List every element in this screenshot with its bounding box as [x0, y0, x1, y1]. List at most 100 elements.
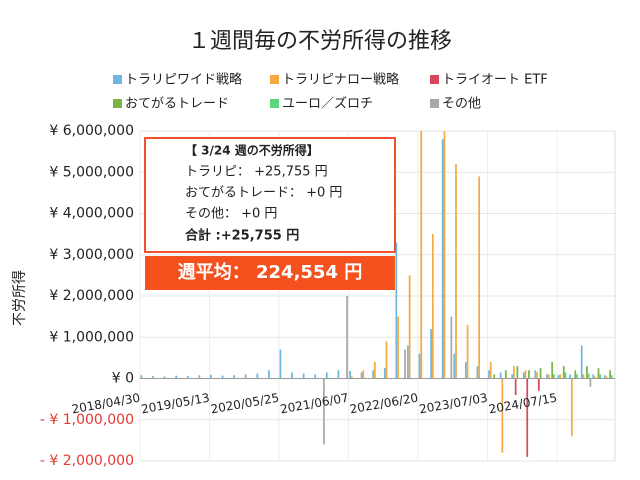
y-tick-label: ¥ 5,000,000 [49, 164, 134, 180]
bar [489, 362, 492, 379]
average-box [145, 256, 395, 290]
bar [599, 374, 602, 379]
bar [526, 378, 529, 457]
bar [163, 376, 166, 379]
legend-label: トラリピナロー戦略 [282, 72, 399, 88]
bar [210, 374, 212, 379]
bar [466, 324, 469, 379]
tooltip-line: その他： +0 円 [185, 207, 277, 222]
bar [346, 296, 348, 379]
y-tick-label: ¥ 1,000,000 [49, 329, 134, 345]
bar [546, 374, 548, 379]
bar [536, 372, 538, 379]
legend-label: その他 [442, 97, 481, 112]
bar [420, 131, 423, 379]
bar [256, 373, 259, 379]
bar [397, 316, 399, 379]
bar [504, 370, 507, 379]
chart-title: １週間毎の不労所得の推移 [188, 29, 452, 54]
bar [501, 378, 504, 453]
bar [488, 370, 490, 379]
bar [221, 375, 224, 379]
bar [513, 366, 515, 379]
bar [464, 362, 467, 379]
legend-swatch [113, 75, 122, 84]
x-tick-label: 2022/06/20 [349, 391, 420, 417]
bar [244, 374, 247, 379]
bar [407, 345, 409, 379]
y-tick-label: ¥ 6,000,000 [49, 123, 134, 139]
tooltip-total: 合計 :+25,755 円 [185, 228, 299, 244]
bar [383, 368, 386, 379]
bar [537, 378, 540, 391]
y-tick-label: - ¥ 2,000,000 [40, 453, 134, 469]
bar [511, 374, 514, 379]
bar [553, 374, 555, 379]
x-tick-label: 2023/07/03 [418, 391, 489, 417]
bar [233, 375, 235, 379]
legend-label: トライオート ETF [442, 73, 548, 88]
tooltip-title: 【 3/24 週の不労所得】 [185, 143, 319, 158]
y-tick-label: - ¥ 1,000,000 [40, 412, 134, 428]
bar [268, 370, 270, 379]
bar [430, 329, 432, 379]
bar [574, 370, 577, 379]
bar [362, 370, 365, 379]
bar [564, 372, 567, 379]
bar [516, 366, 519, 379]
legend-label: おてがるトレード [125, 97, 229, 112]
bar [455, 164, 457, 379]
bar [385, 341, 388, 379]
bar [431, 234, 434, 379]
bar [524, 370, 527, 379]
bar [374, 362, 376, 379]
bar [325, 372, 328, 379]
bar [603, 375, 606, 379]
legend-swatch [430, 75, 439, 84]
legend-swatch [113, 99, 122, 108]
bar [279, 349, 282, 379]
bar [441, 139, 444, 379]
bar [539, 368, 542, 379]
bar [594, 376, 596, 379]
bar [314, 374, 317, 379]
bar [534, 370, 537, 379]
bar [610, 375, 613, 379]
y-tick-label: ¥ 3,000,000 [49, 247, 134, 263]
bar [443, 131, 446, 379]
bar [323, 378, 325, 445]
legend-label: トラリピワイド戦略 [125, 72, 242, 88]
bar [586, 366, 588, 379]
legend-swatch [270, 99, 279, 108]
bar [528, 370, 530, 379]
bar [372, 370, 375, 379]
bar [404, 349, 406, 379]
bar [592, 374, 595, 379]
bar [557, 375, 560, 379]
plot-area [139, 130, 616, 462]
bar [186, 376, 189, 379]
bar [493, 374, 496, 379]
legend: トラリピワイド戦略 トラリピナロー戦略 トライオート ETF おてがるトレード ユーロ／… [113, 72, 548, 112]
legend-label: ユーロ／ズロチ [282, 96, 373, 112]
average-label: 週平均： 224,554 円 [178, 261, 363, 283]
bar [605, 376, 608, 379]
bar [609, 370, 611, 379]
legend-swatch [430, 99, 439, 108]
bar [350, 376, 353, 379]
bar [198, 375, 201, 379]
x-tick-label: 2019/05/13 [140, 391, 211, 417]
bar [349, 371, 351, 379]
bar [418, 353, 421, 379]
bar [337, 370, 340, 379]
bar [589, 378, 592, 387]
bar [559, 374, 562, 379]
bar [152, 376, 154, 379]
bar [582, 374, 585, 379]
bar [476, 366, 479, 379]
bar [562, 366, 565, 379]
bar [522, 372, 525, 379]
bar [570, 378, 573, 437]
bar [569, 374, 571, 379]
